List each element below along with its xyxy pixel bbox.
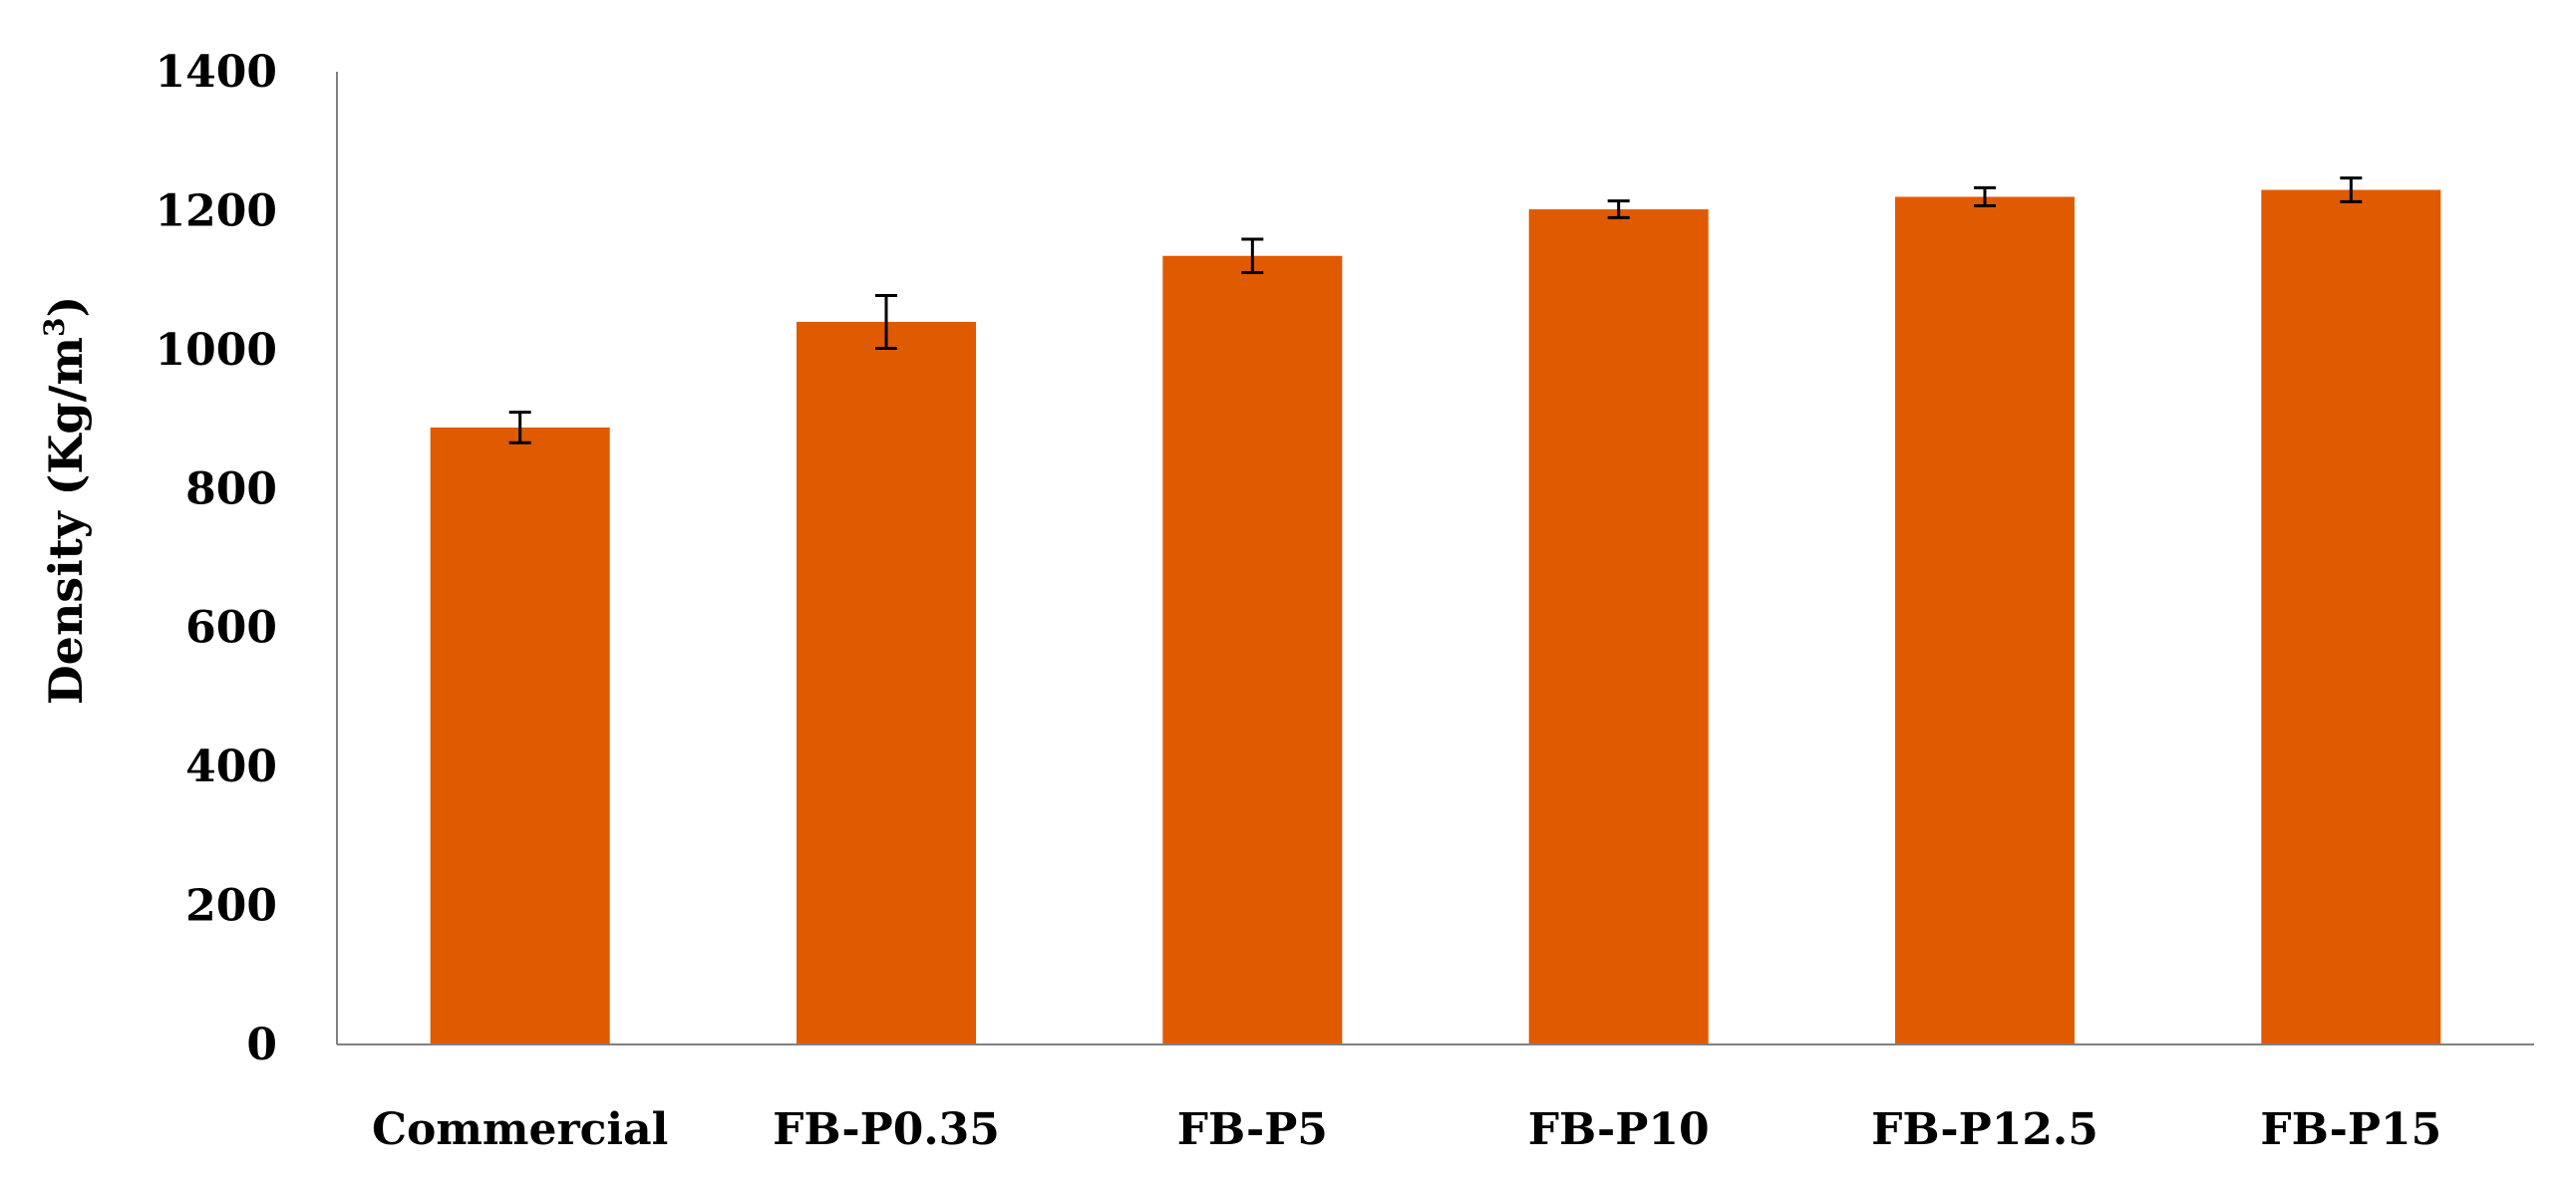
bar	[1162, 255, 1343, 1044]
error-bar	[1974, 185, 1996, 208]
bar	[1528, 209, 1709, 1044]
x-category-label: FB-P10	[1528, 1104, 1710, 1155]
y-tick-label: 200	[185, 881, 277, 932]
y-axis-title-superscript: 3	[38, 317, 71, 336]
error-bar	[1607, 199, 1630, 219]
error-bar	[875, 293, 897, 350]
x-category-label: Commercial	[372, 1104, 668, 1155]
error-bar	[2340, 176, 2363, 203]
y-tick-label: 800	[185, 463, 277, 514]
bar	[797, 321, 976, 1044]
x-category-label: FB-P12.5	[1871, 1104, 2098, 1155]
y-axis-title-suffix: )	[39, 296, 93, 318]
y-axis-title-main: Density (Kg/m	[39, 337, 93, 705]
y-axis-ticks: 0 200 400 600 800 1000 1200 1400	[156, 47, 277, 1070]
bars-group	[430, 189, 2441, 1044]
x-category-label: FB-P0.35	[773, 1104, 1000, 1155]
error-bar	[1241, 237, 1264, 274]
x-category-label: FB-P15	[2260, 1104, 2441, 1155]
y-tick-label: 0	[246, 1020, 277, 1070]
y-tick-label: 400	[185, 742, 277, 792]
x-category-label: FB-P5	[1177, 1104, 1328, 1155]
error-bars-group	[508, 176, 2363, 445]
bar	[430, 427, 610, 1044]
error-bar	[508, 411, 531, 445]
x-axis-category-labels: Commercial FB-P0.35 FB-P5 FB-P10 FB-P12.5 FB-…	[372, 1104, 2441, 1155]
y-tick-label: 600	[185, 603, 277, 654]
bar	[2261, 189, 2441, 1044]
y-tick-label: 1000	[156, 325, 277, 376]
y-tick-label: 1400	[156, 47, 277, 98]
y-axis-title: Density (Kg/m3)	[38, 296, 93, 706]
bar	[1895, 196, 2075, 1044]
y-tick-label: 1200	[156, 185, 277, 236]
